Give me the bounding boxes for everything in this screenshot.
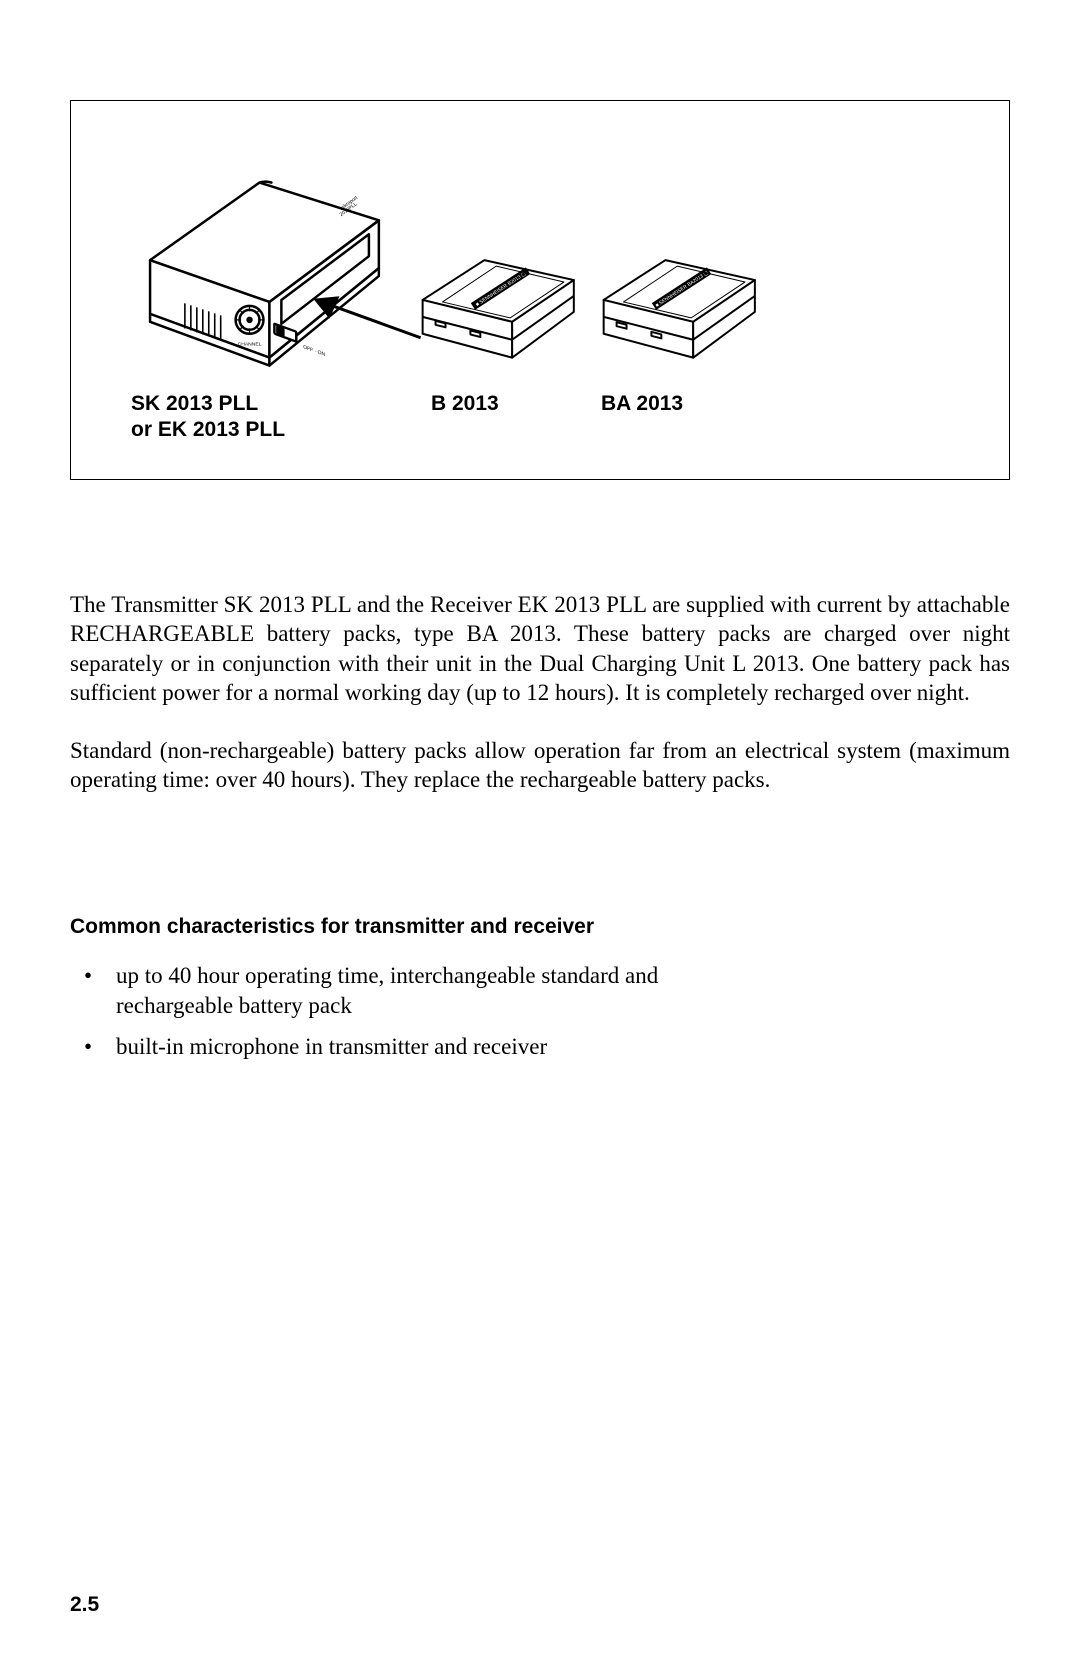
device-main-unit: CHANNEL OFF · ON mikroport 2013PLL	[150, 182, 379, 366]
section-heading: Common characteristics for transmitter a…	[70, 915, 1010, 939]
figure-label-ba: BA 2013	[601, 391, 683, 417]
figure-label-b: B 2013	[431, 391, 499, 417]
body-text: The Transmitter SK 2013 PLL and the Rece…	[70, 590, 1010, 795]
svg-text:CHANNEL: CHANNEL	[238, 342, 262, 348]
paragraph-2: Standard (non-rechargeable) battery pack…	[70, 736, 1010, 795]
page-number: 2.5	[70, 1593, 99, 1617]
bullet-list: up to 40 hour operating time, interchang…	[70, 961, 1010, 1063]
insert-arrow	[316, 298, 420, 338]
figure-label-main: SK 2013 PLL or EK 2013 PLL	[131, 391, 285, 444]
list-item: up to 40 hour operating time, interchang…	[70, 961, 690, 1021]
figure-label-main-line2: or EK 2013 PLL	[131, 418, 285, 441]
figure-label-main-line1: SK 2013 PLL	[131, 392, 258, 415]
device-battery-ba: ■ SENNHEISER BA2013 ▢	[604, 260, 755, 357]
svg-text:OFF · ON: OFF · ON	[303, 344, 325, 358]
figure-box: CHANNEL OFF · ON mikroport 2013PLL	[70, 100, 1010, 480]
paragraph-1: The Transmitter SK 2013 PLL and the Rece…	[70, 590, 1010, 708]
list-item: built-in microphone in transmitter and r…	[70, 1032, 1010, 1062]
document-page: CHANNEL OFF · ON mikroport 2013PLL	[0, 0, 1080, 1677]
device-battery-b: ■ SENNHEISER B2013 ▢	[423, 260, 574, 357]
